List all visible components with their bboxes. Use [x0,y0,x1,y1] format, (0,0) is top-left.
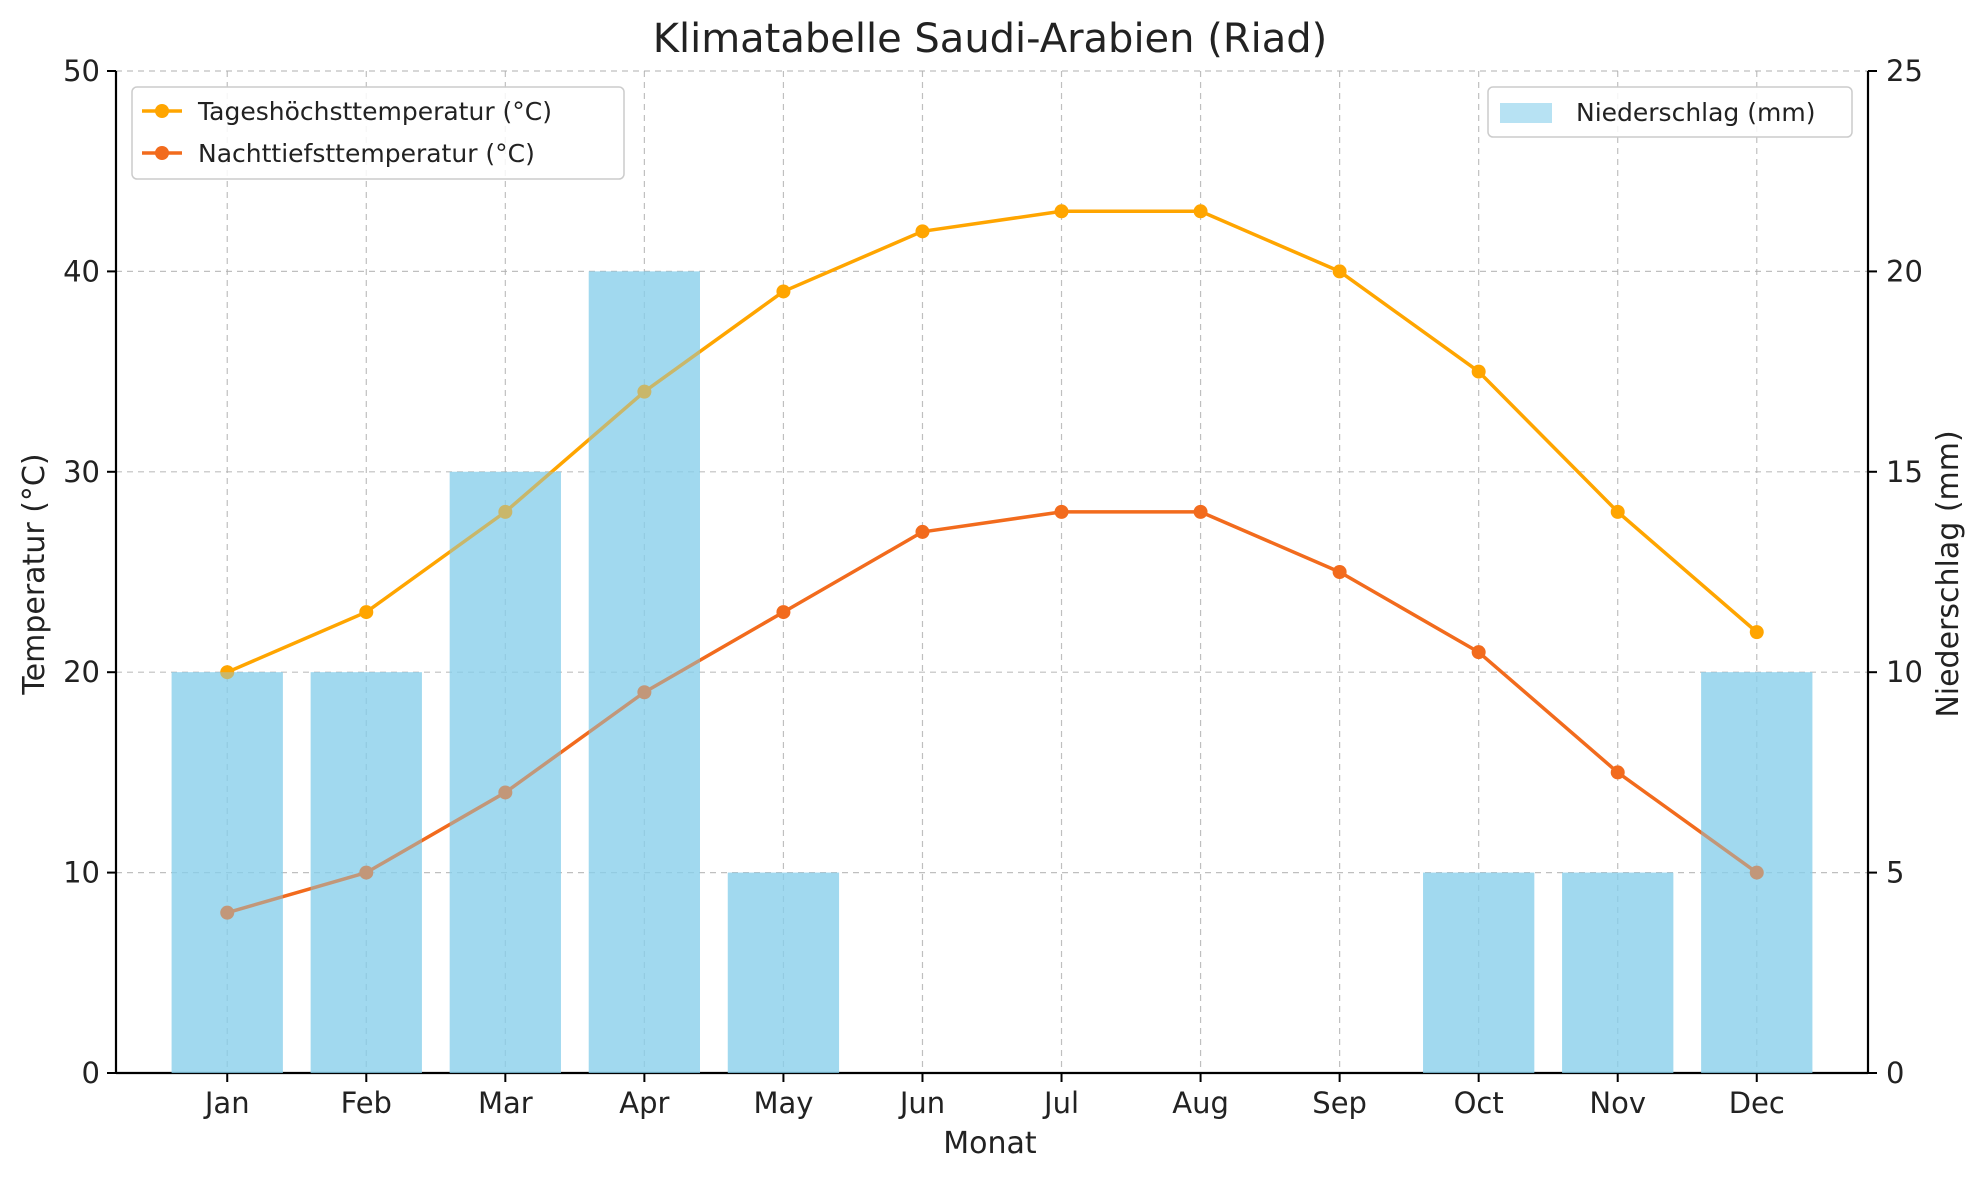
x-tick-label: Jan [203,1086,250,1120]
series-point-min-sep [1332,565,1347,579]
series-point-max-apr [637,384,652,399]
series-point-min-jan [220,905,235,920]
x-tick-label: May [753,1086,813,1120]
x-axis-label: Monat [943,1126,1037,1161]
x-tick-label: Apr [619,1086,669,1120]
series-point-min-jun [915,524,930,539]
legend-bar-swatch [1500,103,1552,123]
precipitation-bar-overlay-nov [1562,872,1674,1073]
legend-bars-box [1487,86,1853,138]
series-point-min-apr [637,685,652,700]
precipitation-bar-nov [1562,872,1674,1073]
legend-marker-swatch [155,146,169,160]
y-tick-label-left: 40 [63,254,100,288]
y-tick-label-right: 20 [1886,254,1923,288]
legend-label-precipitation: Niederschlag (mm) [1576,98,1815,127]
series-point-min-nov [1610,765,1625,780]
x-tick-label: Dec [1729,1086,1785,1120]
series-point-max-oct [1471,364,1486,379]
precipitation-bar-overlay-may [727,872,840,1073]
y-axis-label-left: Temperatur (°C) [17,453,52,695]
series-point-max-dec [1749,625,1764,640]
x-tick-label: Sep [1312,1086,1367,1120]
series-point-max-mar [498,504,513,519]
y-tick-label-right: 15 [1886,455,1923,489]
series-point-min-oct [1471,645,1486,660]
y-tick-label-left: 10 [63,856,100,890]
precipitation-bar-oct [1423,872,1535,1073]
precipitation-bar-jan [171,672,283,1073]
precipitation-bar-overlay-dec [1701,672,1813,1073]
y-tick-label-left: 20 [63,655,100,689]
x-tick-label: Mar [478,1086,533,1120]
series-point-min-mar [498,785,513,800]
precipitation-bar-overlay-jan [171,672,283,1073]
series-point-max-aug [1193,204,1208,219]
series-point-min-aug [1193,504,1208,519]
series-point-min-dec [1749,865,1764,880]
y-tick-label-right: 25 [1886,54,1923,88]
x-tick-label: Jul [1042,1086,1079,1120]
y-tick-label-right: 5 [1886,856,1904,890]
x-tick-label: Aug [1172,1086,1229,1120]
precipitation-bar-overlay-apr [588,271,700,1073]
y-tick-label-left: 50 [63,54,100,88]
series-point-min-may [776,605,791,620]
series-point-max-jan [220,665,235,680]
x-tick-label: Jun [898,1086,945,1120]
precipitation-bar-may [727,872,840,1073]
y-tick-label-right: 0 [1886,1056,1904,1090]
series-line-max [225,209,1759,674]
legend-label-max: Tageshöchsttemperatur (°C) [197,97,552,126]
legend-lines-box [131,86,625,180]
precipitation-bar-overlay-feb [310,672,422,1073]
series-point-max-nov [1610,504,1625,519]
series-point-min-feb [359,865,374,880]
series-point-max-jul [1054,204,1069,219]
y-tick-label-right: 10 [1886,655,1923,689]
precipitation-bar-overlay-oct [1423,872,1535,1073]
y-tick-label-left: 30 [63,455,100,489]
series-point-max-feb [359,605,374,620]
x-tick-label: Nov [1589,1086,1646,1120]
legend-label-min: Nachttiefsttemperatur (°C) [198,139,535,168]
series-point-max-jun [915,224,930,239]
series-line-min [225,510,1759,915]
precipitation-bar-mar [449,471,561,1073]
y-axis-label-right: Niederschlag (mm) [1931,430,1966,717]
series-point-max-may [776,284,791,299]
y-tick-label-left: 0 [82,1056,100,1090]
chart-title: Klimatabelle Saudi-Arabien (Riad) [653,16,1328,62]
x-tick-label: Oct [1454,1086,1504,1120]
series-point-max-sep [1332,264,1347,279]
legend-marker-swatch [155,104,169,118]
precipitation-bar-overlay-mar [449,471,561,1073]
series-point-min-jul [1054,504,1069,519]
x-tick-label: Feb [341,1086,392,1120]
